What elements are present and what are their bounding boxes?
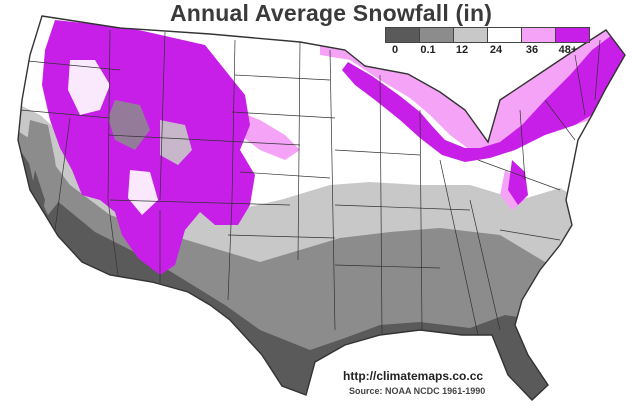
legend-label: 0 — [391, 44, 399, 56]
source-credit: Source: NOAA NCDC 1961-1990 — [349, 386, 486, 396]
legend-label: 36 — [525, 44, 539, 56]
legend-swatches — [385, 27, 590, 43]
legend-label: 48+ — [558, 44, 578, 56]
state-boundaries — [18, 29, 601, 336]
map-title: Annual Average Snowfall (in) — [170, 0, 493, 26]
legend: 0 0.1 12 24 36 48+ — [385, 27, 590, 61]
legend-swatch — [420, 28, 454, 42]
legend-swatch — [556, 28, 589, 42]
source-url: http://climatemaps.co.cc — [343, 369, 484, 383]
legend-swatch — [522, 28, 556, 42]
legend-swatch — [454, 28, 488, 42]
legend-swatch — [488, 28, 522, 42]
legend-swatch — [386, 28, 420, 42]
us-outline — [17, 15, 626, 401]
legend-label: 12 — [455, 44, 469, 56]
legend-label: 0.1 — [420, 44, 436, 56]
legend-label: 24 — [489, 44, 503, 56]
